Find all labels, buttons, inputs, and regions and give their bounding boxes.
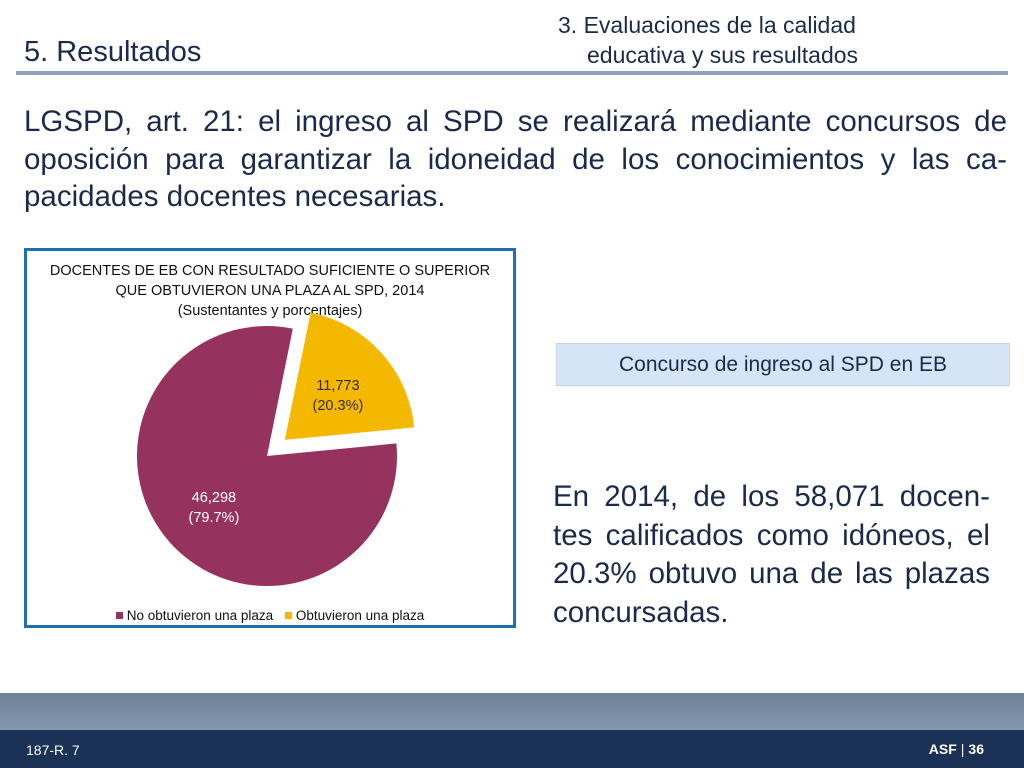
chart-title-line-2: QUE OBTUVIERON UNA PLAZA AL SPD, 2014 xyxy=(115,283,425,299)
intro-paragraph: LGSPD, art. 21: el ingreso al SPD se rea… xyxy=(24,105,1007,213)
chart-title-line-1: DOCENTES DE EB CON RESULTADO SUFICIENTE … xyxy=(49,263,491,279)
pie-value-label-0: 11,773 xyxy=(316,378,359,394)
page-title: 5. Resultados xyxy=(24,36,202,68)
header-divider xyxy=(16,71,1008,75)
legend-label-no-obtuvieron: No obtuvieron una plaza xyxy=(126,608,274,623)
summary-paragraph: En 2014, de los 58,071 docen-tes calific… xyxy=(553,480,990,629)
footer-separator: | xyxy=(960,741,965,757)
chart-title: DOCENTES DE EB CON RESULTADO SUFICIENTE … xyxy=(27,261,513,321)
footer-bar xyxy=(0,730,1024,768)
pie-slice-no-obtuvieron xyxy=(136,326,397,586)
pie-value-label-1: 46,298 xyxy=(192,490,236,506)
section-reference: 3. Evaluaciones de la calidad educativa … xyxy=(558,10,858,70)
pie-percent-label-1: (79.7%) xyxy=(189,510,240,526)
pie-slice-obtuvieron xyxy=(284,312,415,440)
footer-band xyxy=(0,693,1024,730)
footer-org-page: ASF | 36 xyxy=(929,741,984,757)
chart-legend: No obtuvieron una plaza Obtuvieron una p… xyxy=(27,607,513,623)
legend-item-obtuvieron: Obtuvieron una plaza xyxy=(284,608,425,623)
legend-item-no-obtuvieron: No obtuvieron una plaza xyxy=(115,608,274,623)
section-reference-line-1: 3. Evaluaciones de la calidad xyxy=(558,12,856,38)
pie-chart-frame: DOCENTES DE EB CON RESULTADO SUFICIENTE … xyxy=(24,248,516,628)
footer-org: ASF xyxy=(928,741,957,757)
legend-swatch-obtuvieron xyxy=(284,612,292,619)
pie-chart: 11,773 (20.3%) 46,298 (79.7%) xyxy=(136,312,415,586)
legend-label-obtuvieron: Obtuvieron una plaza xyxy=(295,608,425,623)
page-number: 36 xyxy=(968,741,984,757)
pie-percent-label-0: (20.3%) xyxy=(313,398,364,414)
legend-swatch-no-obtuvieron xyxy=(115,612,123,619)
footer-code: 187-R. 7 xyxy=(26,742,80,758)
section-reference-line-2: educativa y sus resultados xyxy=(587,42,859,68)
callout-label: Concurso de ingreso al SPD en EB xyxy=(556,343,1010,386)
